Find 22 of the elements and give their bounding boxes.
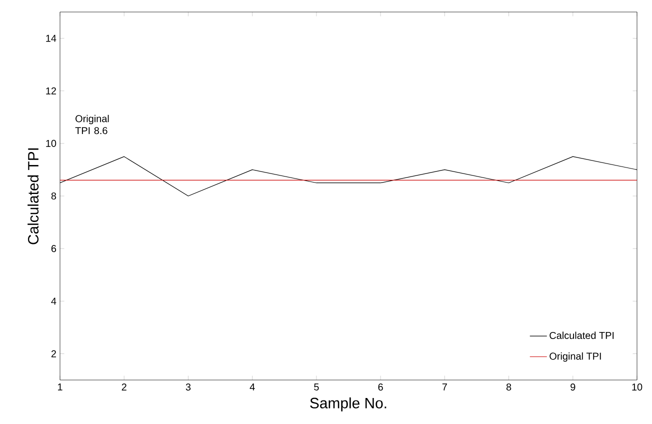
y-tick-label: 4	[51, 298, 56, 305]
y-tick-label: 8	[51, 192, 56, 200]
y-tick-label: 2	[51, 350, 56, 358]
legend-label: Original TPI	[550, 352, 601, 362]
legend-label: Calculated TPI	[550, 332, 614, 339]
x-tick-label: 4	[250, 384, 255, 390]
x-tick-label: 6	[378, 384, 383, 391]
x-axis-title: Sample No.	[310, 397, 386, 412]
y-tick-label: 10	[46, 140, 56, 147]
x-tick-label: 7	[442, 384, 447, 390]
y-tick-label: 14	[46, 34, 56, 42]
x-tick-label: 10	[632, 384, 642, 391]
y-axis-title: Calculated TPI	[28, 148, 39, 244]
y-tick-label: 6	[51, 245, 56, 252]
x-tick-label: 2	[122, 384, 126, 390]
x-tick-label: 9	[570, 384, 576, 391]
x-tick-label: 8	[506, 384, 512, 391]
x-tick-label: 3	[186, 384, 191, 391]
y-tick-label: 12	[46, 87, 56, 94]
annotation: Original TPI 8.6	[75, 114, 109, 134]
x-tick-label: 5	[314, 384, 319, 390]
x-tick-label: 1	[58, 384, 62, 390]
